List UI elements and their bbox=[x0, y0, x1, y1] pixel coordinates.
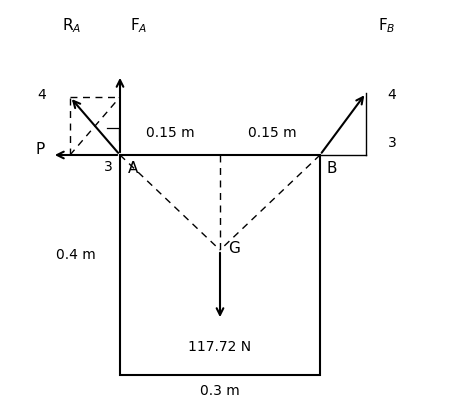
Bar bbox=[120, 155, 320, 375]
Text: 4: 4 bbox=[388, 88, 396, 102]
Text: P: P bbox=[35, 143, 44, 158]
Text: 0.15 m: 0.15 m bbox=[248, 126, 296, 140]
Text: A: A bbox=[128, 161, 138, 176]
Text: B: B bbox=[326, 161, 337, 176]
Text: F$_A$: F$_A$ bbox=[130, 16, 147, 35]
Text: 117.72 N: 117.72 N bbox=[188, 340, 251, 354]
Text: G: G bbox=[228, 241, 240, 256]
Text: 0.15 m: 0.15 m bbox=[146, 126, 194, 140]
Text: 4: 4 bbox=[38, 88, 46, 102]
Text: F$_B$: F$_B$ bbox=[378, 16, 395, 35]
Text: 3: 3 bbox=[104, 160, 113, 174]
Text: R$_A$: R$_A$ bbox=[62, 16, 81, 35]
Text: 0.3 m: 0.3 m bbox=[200, 384, 240, 398]
Text: 0.4 m: 0.4 m bbox=[56, 248, 96, 262]
Text: 3: 3 bbox=[388, 136, 396, 150]
